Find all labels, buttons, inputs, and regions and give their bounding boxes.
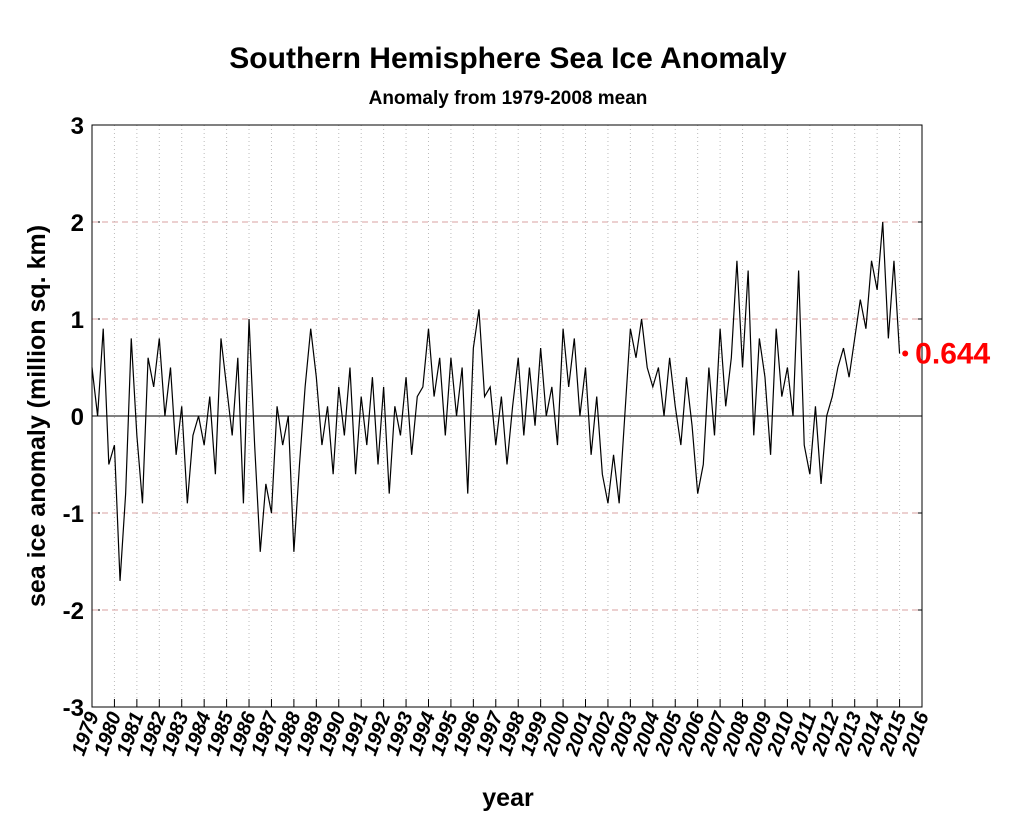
chart-subtitle: Anomaly from 1979-2008 mean [369, 88, 648, 109]
chart-title: Southern Hemisphere Sea Ice Anomaly [229, 42, 787, 75]
y-axis-label: sea ice anomaly (million sq. km) [23, 225, 51, 607]
plot [91, 221, 909, 581]
latest-label: 0.644 [915, 338, 990, 371]
y-tick-label: -2 [63, 598, 84, 625]
grid: -3-2-10123197919801981198219831984198519… [63, 113, 934, 759]
y-tick-label: 3 [71, 113, 84, 140]
latest-dot [902, 350, 909, 357]
y-tick-label: 2 [71, 210, 84, 237]
data-line [91, 221, 901, 581]
y-tick-label: 0 [71, 404, 84, 431]
plot-frame [91, 124, 923, 708]
y-tick-label: 1 [71, 307, 84, 334]
y-tick-label: -3 [63, 695, 84, 722]
x-axis-label: year [482, 784, 534, 812]
y-tick-label: -1 [63, 501, 84, 528]
